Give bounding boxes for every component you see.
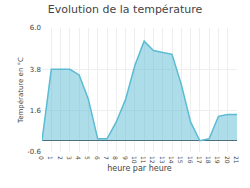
svg-text:13: 13 xyxy=(159,156,166,164)
svg-text:6: 6 xyxy=(94,156,101,160)
svg-text:8: 8 xyxy=(112,156,119,160)
svg-text:4: 4 xyxy=(75,156,82,160)
svg-text:5: 5 xyxy=(84,156,91,160)
svg-text:Température en °C: Température en °C xyxy=(17,57,25,124)
svg-text:1: 1 xyxy=(47,156,54,160)
svg-text:11: 11 xyxy=(140,156,147,164)
svg-text:19: 19 xyxy=(214,156,221,164)
svg-text:18: 18 xyxy=(205,156,212,164)
svg-text:15: 15 xyxy=(177,156,184,164)
svg-text:3: 3 xyxy=(66,156,73,160)
svg-text:12: 12 xyxy=(149,156,156,164)
svg-text:14: 14 xyxy=(168,156,175,164)
svg-text:-0.6: -0.6 xyxy=(27,148,41,156)
svg-text:7: 7 xyxy=(103,156,110,160)
svg-text:Evolution de la température: Evolution de la température xyxy=(48,3,203,16)
svg-text:6.0: 6.0 xyxy=(30,24,41,32)
svg-text:1.6: 1.6 xyxy=(30,107,42,115)
svg-text:10: 10 xyxy=(131,156,138,164)
svg-text:16: 16 xyxy=(187,156,194,164)
svg-text:0: 0 xyxy=(38,156,45,160)
svg-text:9: 9 xyxy=(122,156,129,160)
svg-text:17: 17 xyxy=(196,156,203,164)
svg-text:2: 2 xyxy=(57,156,64,160)
svg-text:21: 21 xyxy=(233,156,240,164)
svg-text:3.8: 3.8 xyxy=(30,66,41,74)
svg-text:heure par heure: heure par heure xyxy=(107,164,172,173)
svg-text:20: 20 xyxy=(224,156,231,164)
